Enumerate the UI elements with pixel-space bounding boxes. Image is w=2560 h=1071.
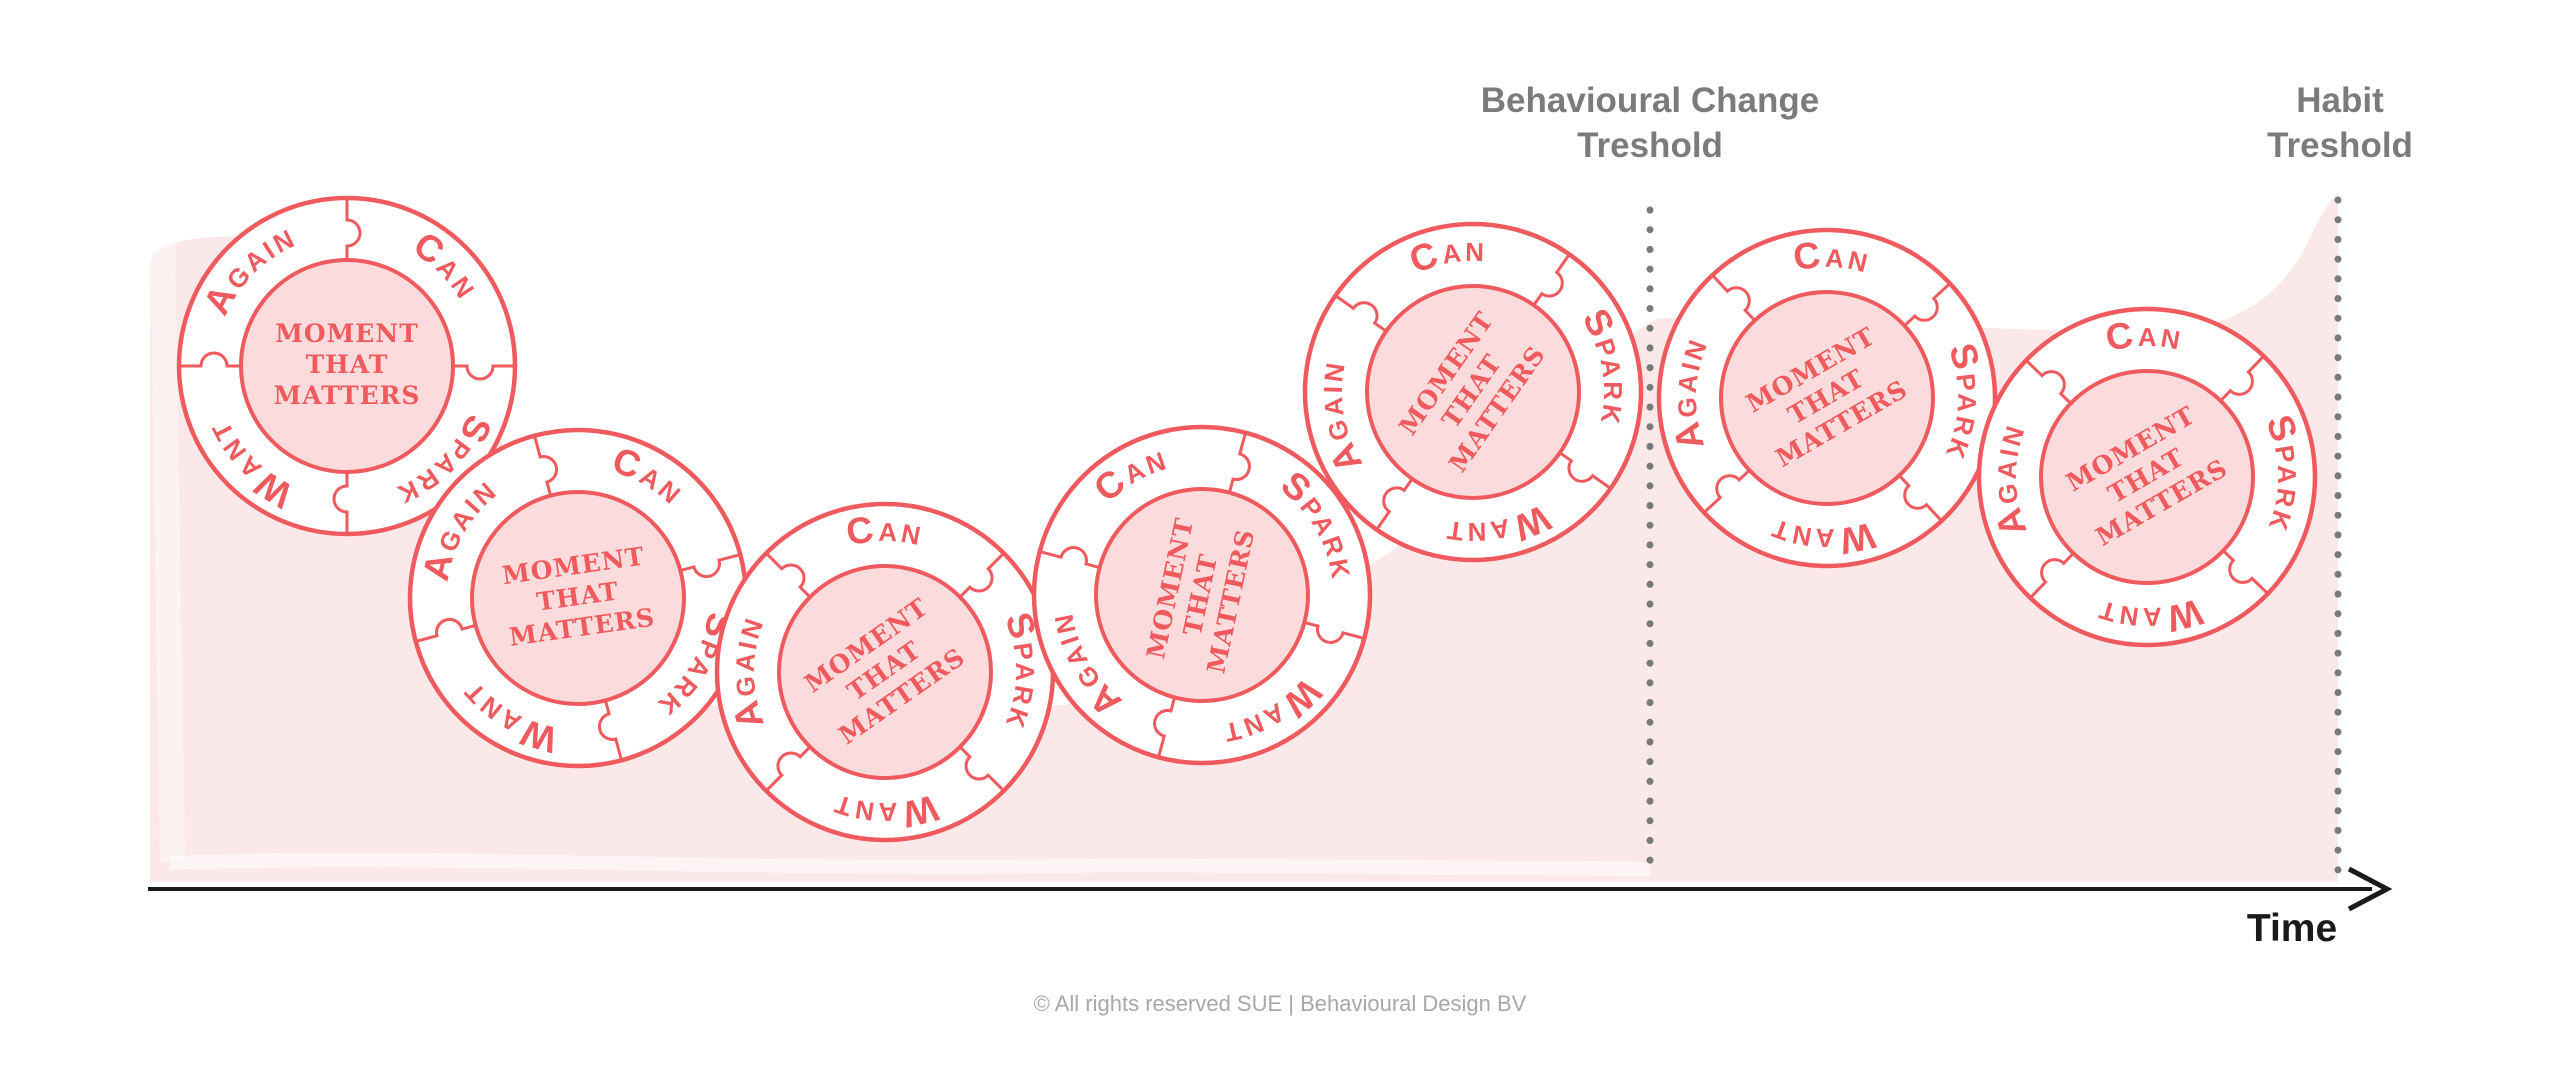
puzzle-cut <box>2219 355 2265 402</box>
puzzle-cut <box>597 699 623 761</box>
habit-threshold-label-line1: Habit <box>2296 81 2384 120</box>
puzzle-cut <box>958 552 1005 599</box>
moment-circle <box>1719 290 1935 506</box>
moment-circle <box>1094 487 1310 703</box>
puzzle-cut <box>1711 274 1756 322</box>
puzzle-cut <box>1703 469 1751 514</box>
time-axis-label: Time <box>2247 907 2337 950</box>
behavioural-threshold-label-line1: Behavioural Change <box>1481 81 1819 120</box>
time-axis-arrow-icon <box>2347 866 2393 912</box>
puzzle-cut <box>1334 294 1388 333</box>
puzzle-cut <box>453 364 515 381</box>
brush-streak <box>150 238 185 862</box>
moment-circle <box>470 490 686 706</box>
moment-circle <box>239 258 455 474</box>
puzzle-cut <box>1153 696 1177 758</box>
puzzle-cut <box>1303 620 1365 644</box>
puzzle-cut <box>415 617 477 643</box>
puzzle-cut <box>2222 549 2269 595</box>
moment-circle <box>1365 284 1581 500</box>
moment-circle <box>777 564 993 780</box>
puzzle-cut <box>679 553 741 579</box>
puzzle-cut <box>1898 474 1943 522</box>
moment-text-line: THAT <box>306 350 389 379</box>
puzzle-cut <box>1375 477 1414 531</box>
puzzle-cut <box>2025 359 2072 405</box>
puzzle-cut <box>345 198 362 260</box>
puzzle-cut <box>765 745 812 792</box>
puzzle-cut <box>2029 552 2075 599</box>
puzzle-cut <box>958 745 1005 792</box>
puzzle-cut <box>332 472 349 534</box>
moment-text-line: MOMENT <box>275 319 419 348</box>
brush-streak <box>170 853 1650 876</box>
puzzle-cut <box>1227 432 1251 494</box>
moment-circle <box>2039 369 2255 585</box>
puzzle-cut <box>1039 546 1101 570</box>
puzzle-cut <box>765 552 812 599</box>
puzzle-cut <box>1903 282 1951 327</box>
habit-threshold-label-line2: Treshold <box>2267 126 2413 165</box>
puzzle-cut <box>179 351 241 368</box>
puzzle-cut <box>1558 451 1612 490</box>
moment-text-line: MATTERS <box>274 381 421 410</box>
puzzle-cut <box>533 435 559 497</box>
copyright-footer: © All rights reserved SUE | Behavioural … <box>1034 991 1527 1016</box>
puzzle-cut <box>1532 253 1571 307</box>
behavioural-threshold-label-line2: Treshold <box>1577 126 1723 165</box>
